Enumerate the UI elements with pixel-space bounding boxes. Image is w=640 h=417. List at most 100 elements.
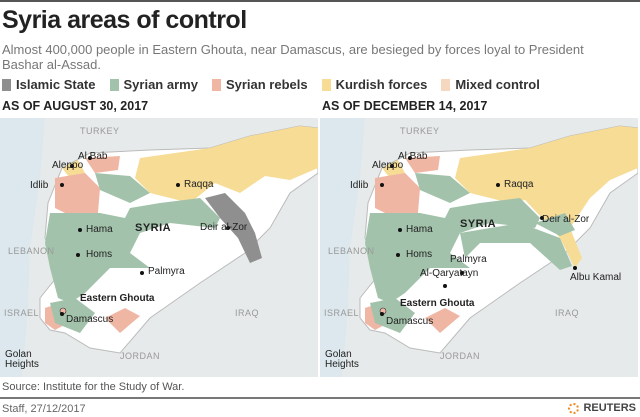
country-label-iraq: IRAQ xyxy=(235,308,260,318)
army-area-east xyxy=(460,223,572,270)
rebel-area-idlib xyxy=(375,173,420,218)
city-dot xyxy=(398,228,402,232)
map-august: TURKEY SYRIA LEBANON ISRAEL IRAQ JORDAN Al Bab… xyxy=(0,118,318,377)
army-area-damascus xyxy=(370,298,415,333)
legend-item: Syrian rebels xyxy=(211,77,308,92)
city-label-deir: Deir al-Zor xyxy=(542,214,590,225)
kurdish-area-afrin xyxy=(62,160,85,178)
source-note: Source: Institute for the Study of War. xyxy=(2,381,185,393)
legend-item: Syrian army xyxy=(109,77,198,92)
city-dot xyxy=(140,271,144,275)
legend-swatch xyxy=(441,78,451,91)
country-label-israel: ISRAEL xyxy=(324,308,360,318)
city-label-al-bab: Al Bab xyxy=(398,151,428,162)
city-label-aleppo: Aleppo xyxy=(52,160,84,171)
reuters-logo: REUTERS xyxy=(568,402,636,414)
city-label-ghouta: Eastern Ghouta xyxy=(400,298,475,309)
legend-label: Kurdish forces xyxy=(335,77,428,92)
city-dot xyxy=(380,312,384,316)
city-label-homs: Homs xyxy=(406,249,433,260)
legend-label: Syrian army xyxy=(123,77,198,92)
city-label-hama: Hama xyxy=(86,224,113,235)
army-area-aleppo xyxy=(95,173,150,203)
reuters-dot-icon xyxy=(568,402,580,414)
city-label-homs: Homs xyxy=(86,249,113,260)
city-dot xyxy=(496,183,500,187)
city-label-golan: Golan Heights xyxy=(325,349,359,370)
city-dot xyxy=(60,312,64,316)
legend-swatch xyxy=(109,78,119,91)
map-title-december: AS OF DECEMBER 14, 2017 xyxy=(322,99,488,113)
islamic-state-area xyxy=(205,193,262,263)
army-area-aleppo xyxy=(415,173,470,203)
rebel-area-idlib xyxy=(55,173,100,218)
city-label-aleppo: Aleppo xyxy=(372,160,404,171)
kurdish-area-afrin xyxy=(382,160,405,178)
city-dot xyxy=(443,284,447,288)
kurdish-area xyxy=(455,126,638,268)
legend-item: Kurdish forces xyxy=(321,77,428,92)
city-label-raqqa: Raqqa xyxy=(504,179,534,190)
city-dot xyxy=(540,216,544,220)
country-label-turkey: TURKEY xyxy=(400,126,440,136)
army-area-damascus xyxy=(50,298,95,333)
sea xyxy=(320,118,365,377)
city-dot xyxy=(60,183,64,187)
city-dot xyxy=(78,228,82,232)
legend: Islamic State Syrian army Syrian rebels Kur… xyxy=(2,77,540,92)
city-dot xyxy=(70,164,74,168)
city-label-idlib: Idlib xyxy=(350,180,369,191)
rebel-area-north xyxy=(405,156,440,173)
kurdish-area xyxy=(135,126,318,203)
city-label-damascus: Damascus xyxy=(66,314,114,325)
city-label-raqqa: Raqqa xyxy=(184,179,214,190)
city-label-ghouta: Eastern Ghouta xyxy=(80,293,155,304)
country-label-jordan: JORDAN xyxy=(120,351,161,361)
country-label-syria: SYRIA xyxy=(460,218,497,230)
sea xyxy=(0,118,45,377)
city-dot xyxy=(88,156,92,160)
city-dot xyxy=(396,253,400,257)
country-label-israel: ISRAEL xyxy=(4,308,40,318)
city-dot xyxy=(390,164,394,168)
city-dot xyxy=(460,271,464,275)
legend-swatch xyxy=(211,78,221,91)
bottom-rule xyxy=(0,397,640,399)
legend-label: Mixed control xyxy=(455,77,540,92)
city-dot xyxy=(573,266,577,270)
city-label-deir: Deir al-Zor xyxy=(200,222,248,233)
city-label-qaryatayn: Al-Qaryatayn xyxy=(420,268,479,279)
country-label-turkey: TURKEY xyxy=(80,126,120,136)
army-area-euphrates xyxy=(535,213,575,236)
subtitle: Almost 400,000 people in Eastern Ghouta,… xyxy=(2,42,584,72)
map-title-august: AS OF AUGUST 30, 2017 xyxy=(2,99,149,113)
top-rule xyxy=(0,0,640,2)
city-dot xyxy=(176,183,180,187)
city-label-al-bab: Al Bab xyxy=(78,151,108,162)
rebel-area-southeast xyxy=(425,308,460,333)
city-label-golan: Golan Heights xyxy=(5,349,39,370)
city-dot xyxy=(380,183,384,187)
country-label-syria: SYRIA xyxy=(135,222,172,234)
legend-label: Islamic State xyxy=(16,77,96,92)
credit: Staff, 27/12/2017 xyxy=(2,403,86,415)
legend-label: Syrian rebels xyxy=(225,77,308,92)
legend-swatch xyxy=(321,78,331,91)
city-dot xyxy=(408,156,412,160)
city-dot xyxy=(76,253,80,257)
army-area-west xyxy=(45,198,220,303)
legend-item: Islamic State xyxy=(2,77,96,92)
country-label-jordan: JORDAN xyxy=(440,351,481,361)
legend-item: Mixed control xyxy=(441,77,540,92)
country-label-iraq: IRAQ xyxy=(555,308,580,318)
city-label-hama: Hama xyxy=(406,224,433,235)
city-label-palmyra: Palmyra xyxy=(450,254,487,265)
city-label-damascus: Damascus xyxy=(386,316,434,327)
city-label-albu: Albu Kamal xyxy=(570,272,622,283)
brand-name: REUTERS xyxy=(583,402,636,414)
city-dot xyxy=(226,226,230,230)
page-title: Syria areas of control xyxy=(2,6,247,34)
country-label-lebanon: LEBANON xyxy=(328,246,375,256)
map-december: TURKEY SYRIA LEBANON ISRAEL IRAQ JORDAN Al Bab… xyxy=(320,118,638,377)
country-label-lebanon: LEBANON xyxy=(8,246,55,256)
